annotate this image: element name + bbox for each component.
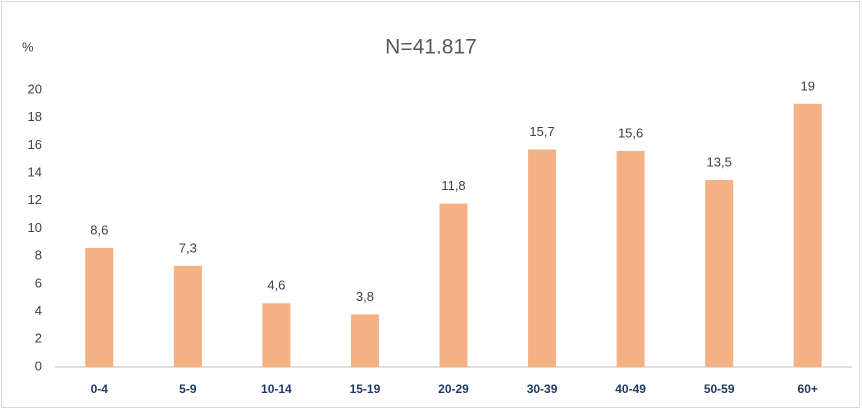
y-tick-label: 6 (35, 275, 42, 290)
y-tick-label: 14 (28, 165, 42, 180)
x-tick-label: 50-59 (704, 382, 735, 396)
x-tick-label: 30-39 (527, 382, 558, 396)
bar (439, 203, 468, 367)
x-tick-label: 40-49 (615, 382, 646, 396)
y-tick-label: 0 (35, 358, 42, 373)
x-tick-label: 5-9 (179, 382, 197, 396)
bar (350, 314, 379, 367)
y-tick-label: 12 (28, 192, 42, 207)
bar (616, 150, 645, 367)
value-label: 13,5 (707, 154, 732, 169)
value-label: 15,6 (618, 125, 643, 140)
value-label: 15,7 (529, 124, 554, 139)
x-tick-label: 0-4 (91, 382, 109, 396)
y-tick-label: 18 (28, 109, 42, 124)
y-tick-label: 8 (35, 248, 42, 263)
y-tick-label: 2 (35, 331, 42, 346)
y-axis-label: % (22, 39, 34, 54)
x-tick-label: 15-19 (350, 382, 381, 396)
value-label: 4,6 (267, 278, 285, 293)
value-label: 8,6 (90, 222, 108, 237)
bar (528, 149, 557, 367)
x-tick-label: 20-29 (438, 382, 469, 396)
value-label: 19 (800, 78, 814, 93)
y-tick-label: 16 (28, 137, 42, 152)
bar (85, 247, 114, 367)
bar (793, 103, 822, 367)
y-tick-label: 4 (35, 303, 42, 318)
y-tick-label: 20 (28, 81, 42, 96)
value-label: 3,8 (356, 289, 374, 304)
bar (262, 303, 291, 367)
y-tick-label: 10 (28, 220, 42, 235)
bar (705, 180, 734, 367)
x-tick-label: 60+ (798, 382, 818, 396)
value-label: 7,3 (179, 240, 197, 255)
chart-title: N=41.817 (385, 36, 477, 59)
bar (173, 265, 202, 367)
x-tick-label: 10-14 (261, 382, 292, 396)
value-label: 11,8 (441, 178, 465, 193)
